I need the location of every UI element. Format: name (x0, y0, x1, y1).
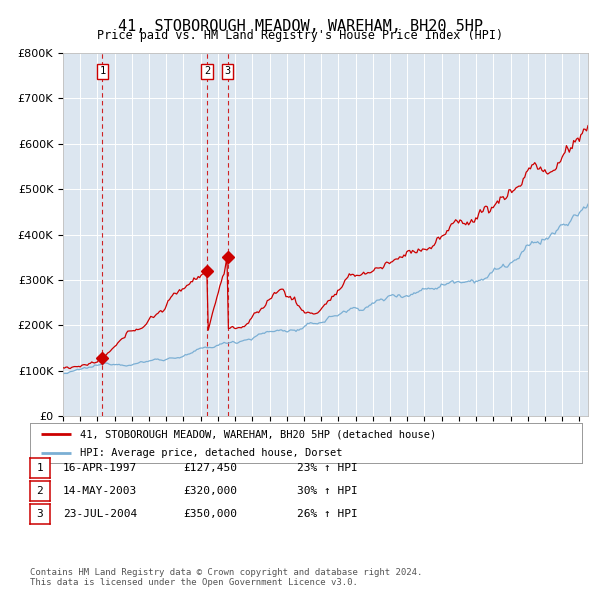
Text: 2: 2 (37, 486, 43, 496)
Text: £127,450: £127,450 (183, 463, 237, 473)
Text: 14-MAY-2003: 14-MAY-2003 (63, 486, 137, 496)
Text: 16-APR-1997: 16-APR-1997 (63, 463, 137, 473)
Text: £320,000: £320,000 (183, 486, 237, 496)
Text: 41, STOBOROUGH MEADOW, WAREHAM, BH20 5HP: 41, STOBOROUGH MEADOW, WAREHAM, BH20 5HP (118, 19, 482, 34)
Text: 30% ↑ HPI: 30% ↑ HPI (297, 486, 358, 496)
Text: 23-JUL-2004: 23-JUL-2004 (63, 509, 137, 519)
Text: 1: 1 (99, 66, 106, 76)
Text: 1: 1 (37, 463, 43, 473)
Text: £350,000: £350,000 (183, 509, 237, 519)
Text: 41, STOBOROUGH MEADOW, WAREHAM, BH20 5HP (detached house): 41, STOBOROUGH MEADOW, WAREHAM, BH20 5HP… (80, 430, 436, 440)
Text: 23% ↑ HPI: 23% ↑ HPI (297, 463, 358, 473)
Text: 2: 2 (204, 66, 210, 76)
Text: Price paid vs. HM Land Registry's House Price Index (HPI): Price paid vs. HM Land Registry's House … (97, 30, 503, 42)
Text: 26% ↑ HPI: 26% ↑ HPI (297, 509, 358, 519)
Text: HPI: Average price, detached house, Dorset: HPI: Average price, detached house, Dors… (80, 448, 342, 458)
Text: 3: 3 (37, 509, 43, 519)
Text: 3: 3 (224, 66, 230, 76)
Text: Contains HM Land Registry data © Crown copyright and database right 2024.
This d: Contains HM Land Registry data © Crown c… (30, 568, 422, 587)
